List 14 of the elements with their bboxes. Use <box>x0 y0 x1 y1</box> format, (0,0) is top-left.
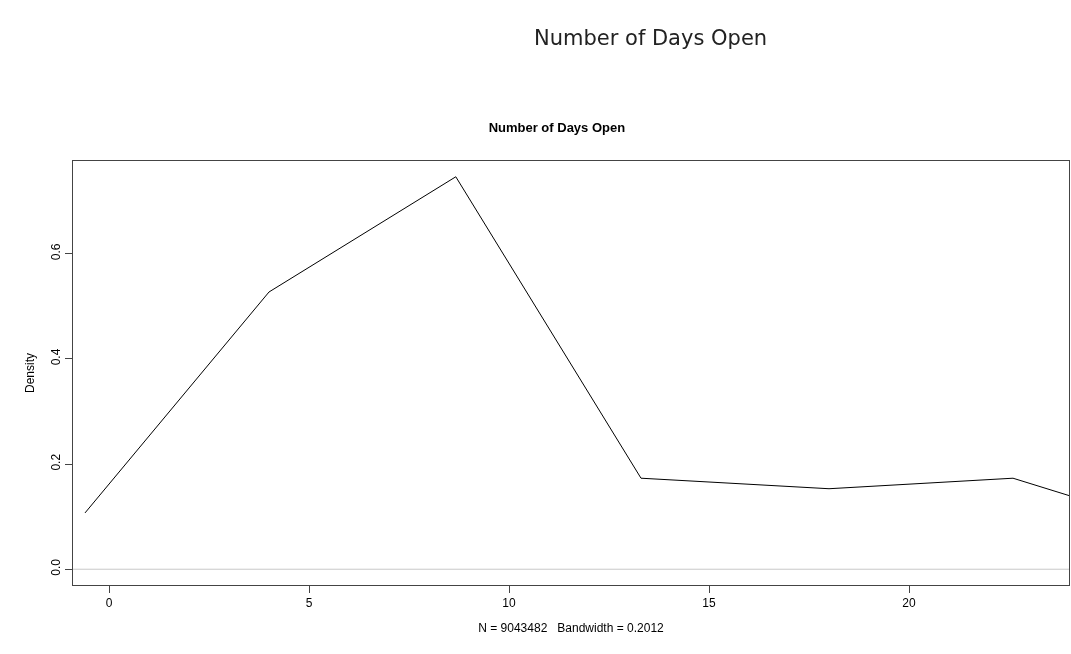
x-tick-label: 15 <box>702 596 716 611</box>
x-tick-label: 10 <box>502 596 516 611</box>
x-tick-label: 20 <box>902 596 916 611</box>
y-tick-label: 0.6 <box>49 243 64 261</box>
y-axis-title: Density <box>22 352 37 394</box>
chart-subtitle: Number of Days Open <box>488 120 626 136</box>
y-tick-label: 0.2 <box>49 453 64 471</box>
y-tick-label: 0.4 <box>49 348 64 366</box>
line-series <box>84 176 1069 514</box>
y-tick-label: 0.0 <box>49 558 64 576</box>
chart-title: Number of Days Open <box>534 26 768 50</box>
x-axis-title: N = 9043482 Bandwidth = 0.2012 <box>478 621 665 636</box>
x-tick-label: 5 <box>305 596 313 611</box>
x-tick-label: 0 <box>105 596 113 611</box>
